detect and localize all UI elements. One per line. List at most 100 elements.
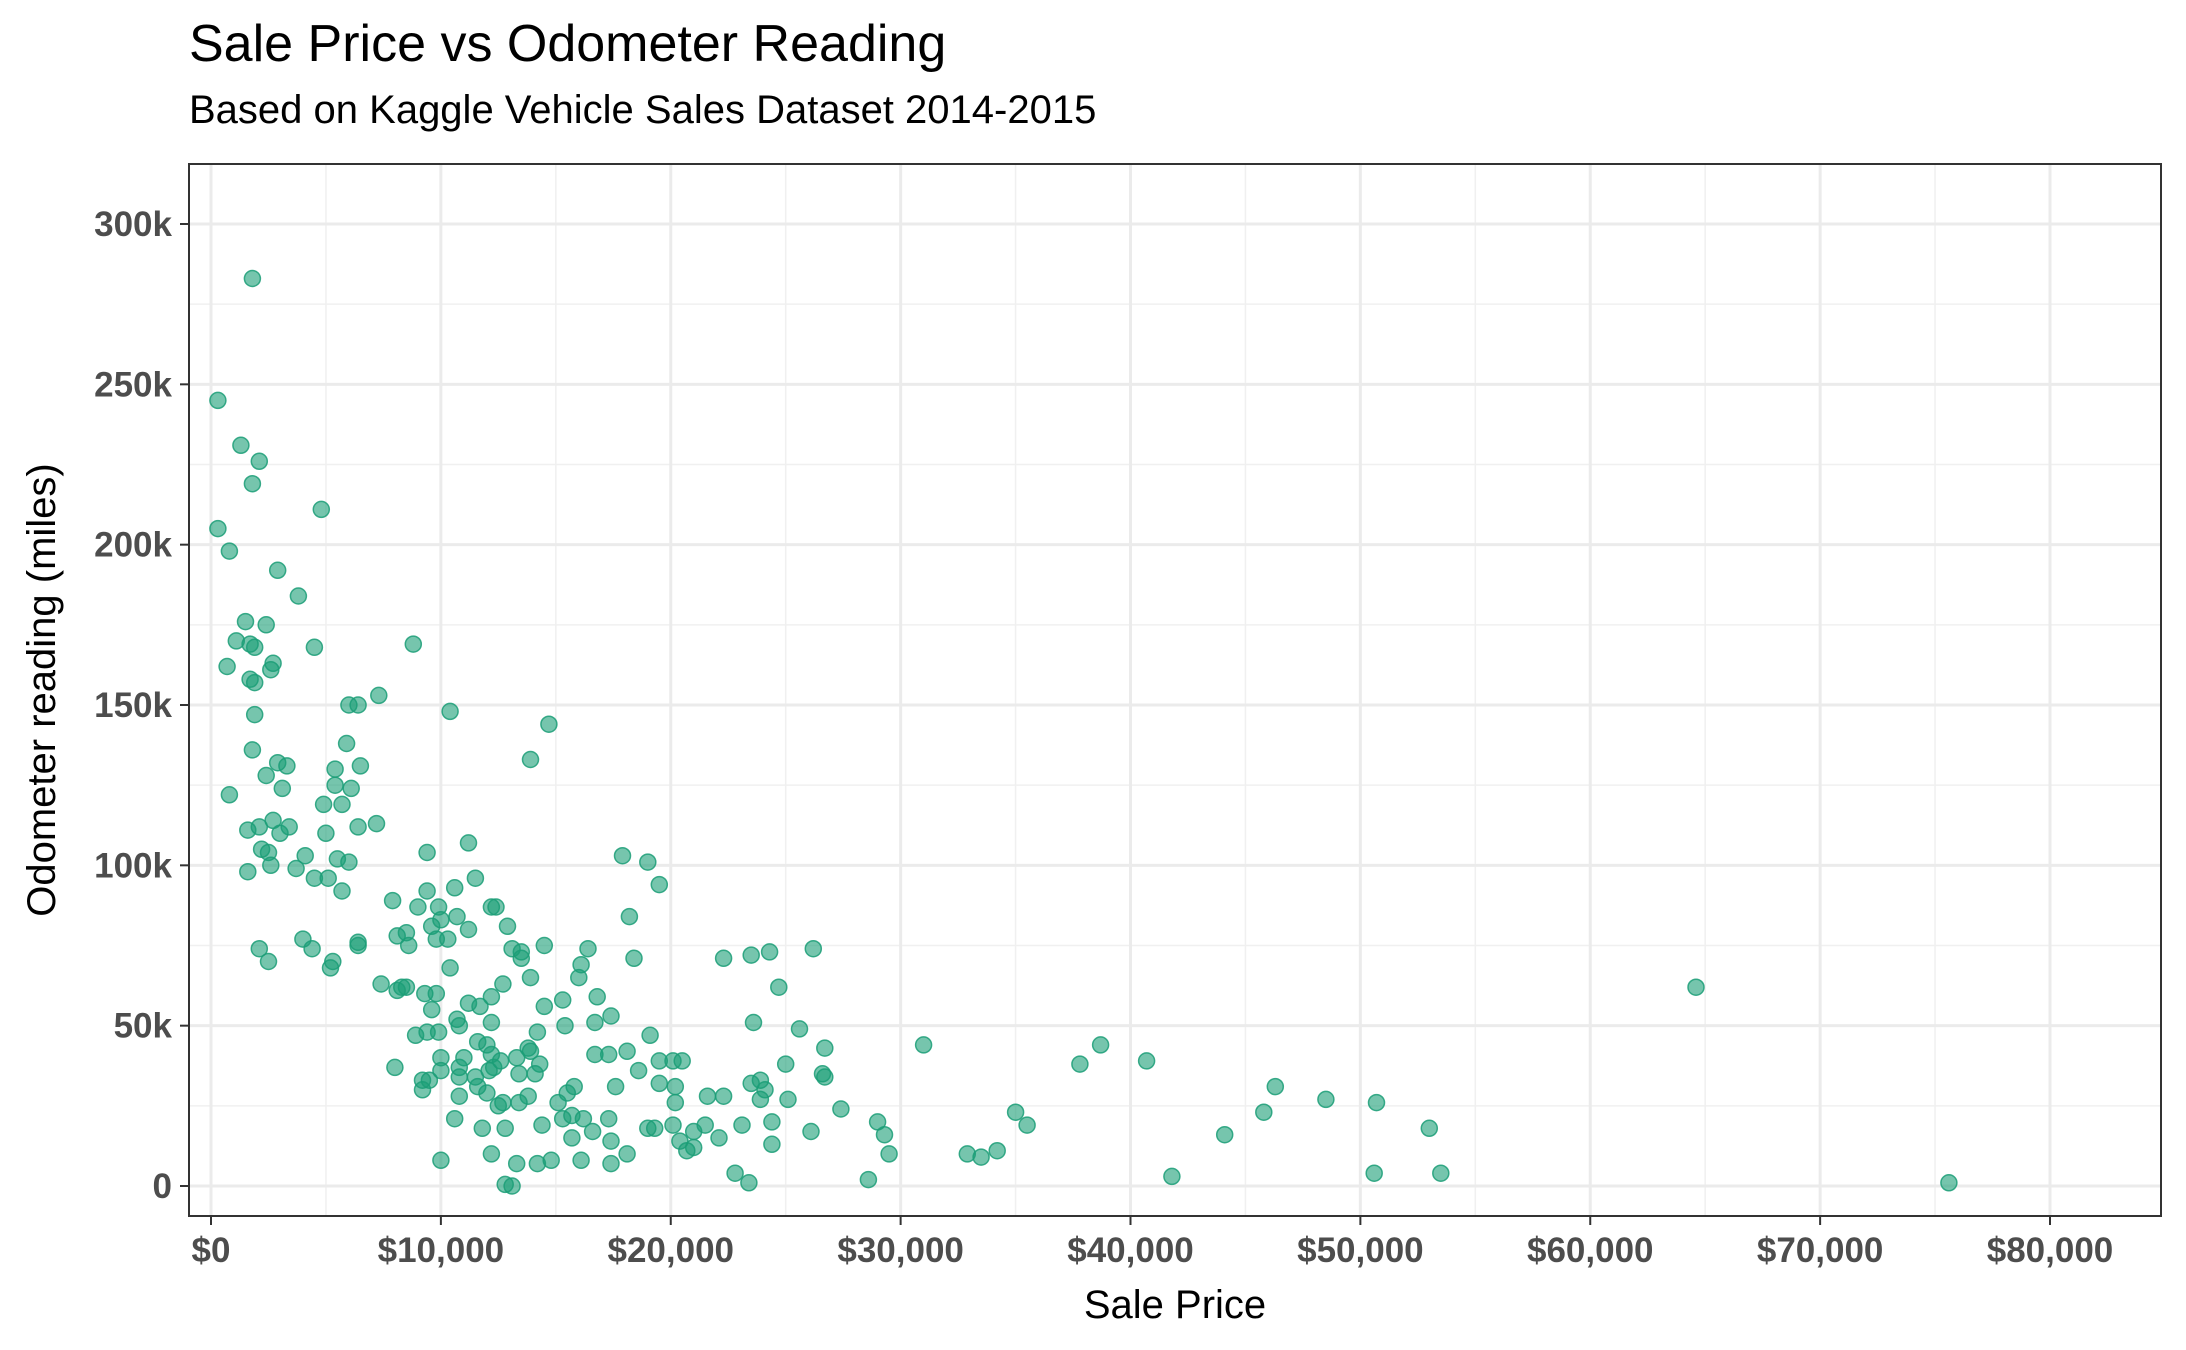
- data-point: [751, 1090, 770, 1109]
- data-point: [763, 1113, 781, 1131]
- data-point: [482, 988, 501, 1006]
- x-tick-label: $30,000: [837, 1231, 964, 1270]
- data-point: [666, 1077, 685, 1096]
- data-point: [742, 946, 760, 964]
- data-point: [326, 776, 344, 794]
- data-point: [521, 1042, 540, 1061]
- data-point: [296, 846, 314, 865]
- data-point: [317, 824, 335, 843]
- data-point: [245, 638, 264, 657]
- data-point: [1137, 1052, 1156, 1070]
- y-axis-title: Odometer reading (miles): [20, 463, 64, 917]
- data-point: [319, 869, 337, 887]
- data-point: [521, 968, 540, 987]
- data-point: [413, 1071, 432, 1089]
- data-point: [698, 1087, 717, 1105]
- data-point: [409, 898, 427, 916]
- data-point: [349, 818, 367, 836]
- data-point: [427, 930, 446, 948]
- data-point: [278, 757, 296, 775]
- data-point: [650, 1074, 669, 1093]
- data-point: [482, 1013, 501, 1032]
- chart-subtitle: Based on Kaggle Vehicle Sales Dataset 20…: [189, 88, 1097, 132]
- data-point: [236, 612, 255, 631]
- data-point: [521, 750, 540, 769]
- data-point: [572, 1151, 590, 1170]
- data-point: [639, 853, 657, 871]
- data-point: [733, 1116, 751, 1134]
- data-point: [859, 1170, 878, 1189]
- data-point: [372, 975, 390, 993]
- data-point: [673, 1052, 691, 1070]
- data-point: [441, 702, 459, 721]
- data-point: [714, 949, 733, 968]
- data-point: [326, 760, 344, 778]
- data-point: [760, 943, 779, 961]
- data-point: [1018, 1116, 1036, 1134]
- data-point: [209, 391, 227, 410]
- data-point: [599, 1045, 618, 1064]
- data-point: [790, 1020, 809, 1038]
- data-point: [533, 1116, 551, 1134]
- data-point: [367, 814, 386, 833]
- y-tick-label: 0: [153, 1167, 172, 1206]
- data-point: [1071, 1055, 1089, 1073]
- x-tick-label: $0: [192, 1231, 231, 1270]
- data-point: [802, 1122, 820, 1141]
- data-point: [666, 1093, 685, 1112]
- data-point: [507, 1154, 526, 1173]
- data-point: [386, 1058, 404, 1077]
- y-tick-label: 300k: [94, 205, 172, 244]
- y-tick-label: 250k: [94, 365, 172, 404]
- data-point: [250, 939, 269, 958]
- data-point: [427, 984, 446, 1003]
- data-point: [459, 920, 478, 939]
- data-point: [1365, 1164, 1383, 1182]
- data-point: [1317, 1090, 1335, 1109]
- plot-panel: [189, 164, 2161, 1216]
- data-point: [494, 975, 512, 993]
- data-point: [418, 882, 436, 900]
- data-point: [445, 1109, 464, 1128]
- data-point: [553, 991, 572, 1009]
- data-point: [370, 686, 388, 705]
- data-point: [563, 1129, 581, 1147]
- data-point: [618, 1145, 636, 1163]
- data-point: [404, 635, 423, 653]
- data-point: [650, 875, 669, 894]
- data-point: [342, 779, 360, 798]
- data-point: [988, 1141, 1006, 1160]
- data-point: [602, 1132, 620, 1150]
- data-point: [1420, 1119, 1439, 1138]
- data-point: [1940, 1174, 1958, 1192]
- data-point: [303, 939, 321, 958]
- data-point: [535, 936, 554, 955]
- x-tick-label: $50,000: [1297, 1231, 1424, 1270]
- data-point: [1163, 1167, 1181, 1186]
- data-point: [816, 1039, 834, 1057]
- data-point: [399, 936, 418, 955]
- x-tick-label: $10,000: [378, 1231, 505, 1270]
- data-point: [540, 715, 558, 733]
- data-point: [321, 959, 340, 977]
- data-point: [804, 939, 823, 958]
- data-point: [239, 821, 257, 839]
- data-point: [257, 616, 275, 634]
- data-point: [482, 1145, 501, 1163]
- data-point: [586, 1013, 604, 1032]
- data-point: [972, 1148, 990, 1166]
- data-point: [287, 859, 305, 878]
- data-point: [349, 696, 367, 714]
- data-point: [1432, 1164, 1450, 1182]
- data-point: [232, 436, 250, 455]
- data-point: [218, 657, 236, 676]
- x-tick-label: $60,000: [1527, 1231, 1654, 1270]
- data-point: [613, 846, 632, 865]
- data-point: [388, 927, 406, 945]
- data-point: [574, 1109, 593, 1128]
- data-point: [268, 561, 287, 580]
- data-point: [880, 1145, 898, 1163]
- x-axis-title: Sale Price: [1084, 1283, 1266, 1327]
- data-point: [606, 1077, 625, 1096]
